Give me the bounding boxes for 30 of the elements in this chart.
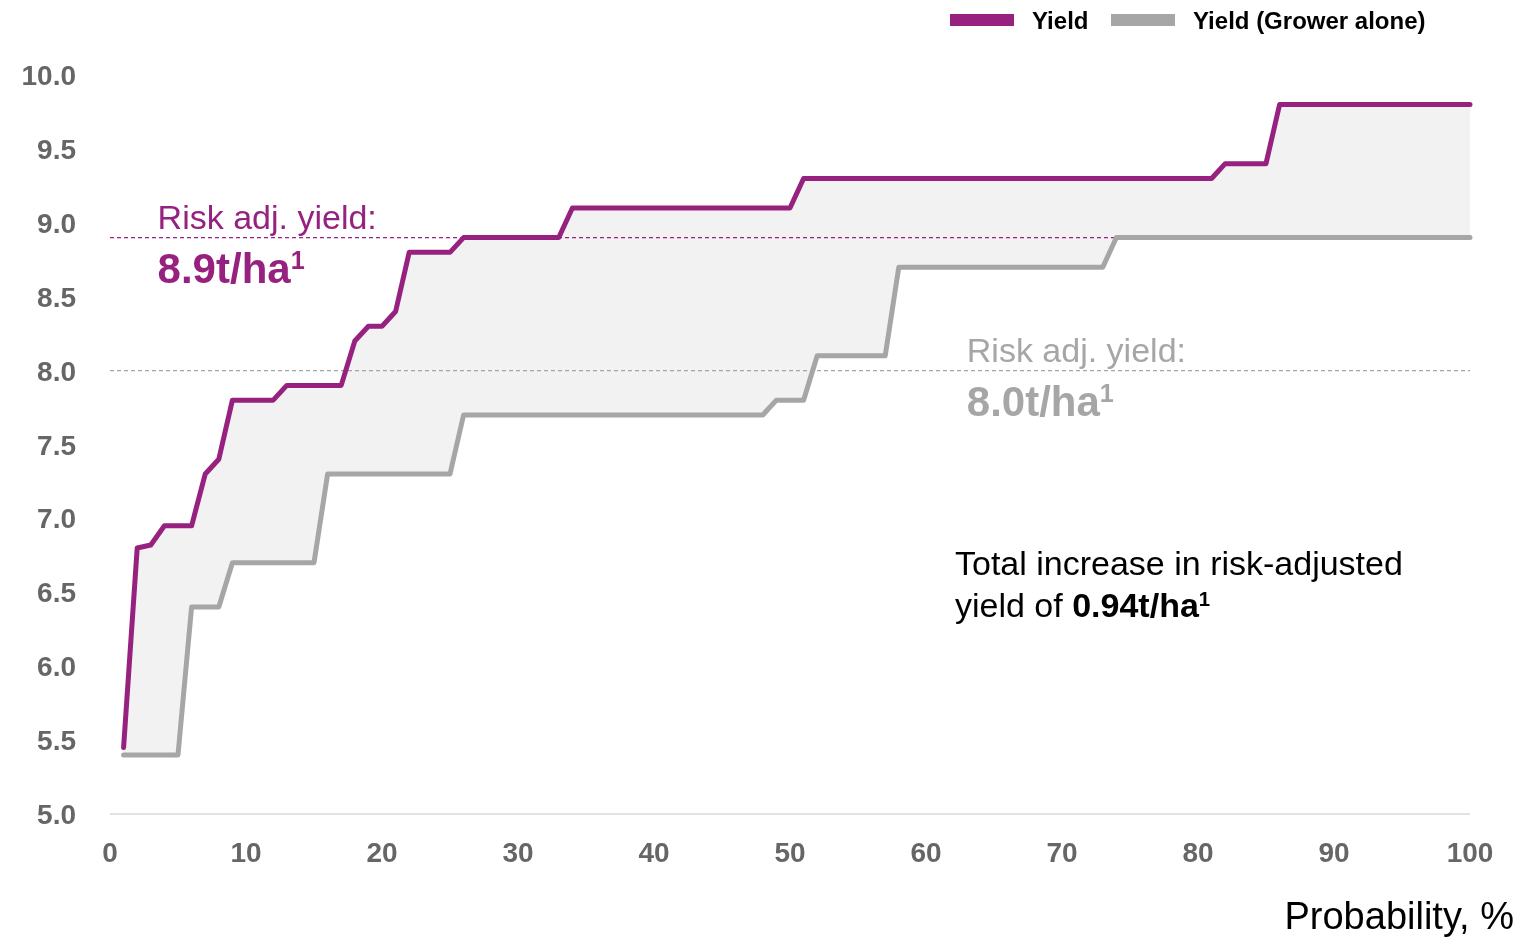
legend-label: Yield (Grower alone) [1193,7,1426,34]
x-tick-label: 0 [102,837,118,868]
y-tick-label: 7.0 [37,503,76,535]
x-tick-label: 40 [638,837,670,868]
y-tick-label: 5.0 [37,799,76,830]
x-axis-title: Probability, % [1284,895,1514,937]
x-tick-label: 100 [1446,837,1494,868]
y-tick-label: 7.5 [37,429,76,461]
x-tick-label: 20 [366,837,398,868]
x-tick-label: 50 [774,837,806,868]
legend-label: Yield [1032,7,1089,34]
y-tick-label: 9.0 [37,207,76,239]
annotation: 8.0t/ha$^{1}$ [966,377,1114,425]
y-tick-label: 9.5 [37,133,76,165]
y-tick-label: 8.0 [37,355,76,387]
x-tick-label: 70 [1046,837,1078,868]
x-tick-label: 80 [1182,837,1214,868]
annotation: Total increase in risk-adjusted yield of 0.94t/ha$^{1}$ [955,544,1403,624]
x-tick-label: 90 [1318,837,1350,868]
ref-line-label: Risk adj. yield: [966,330,1186,369]
x-tick-label: 60 [910,837,942,868]
y-tick-label: 10.0 [21,60,76,91]
y-tick-label: 6.0 [37,651,76,683]
x-tick-label: 10 [230,837,262,868]
y-tick-label: 6.5 [37,577,76,609]
y-tick-label: 5.5 [37,725,76,757]
y-tick-label: 8.5 [37,281,76,313]
x-tick-label: 30 [502,837,534,868]
annotation: 8.9t/ha$^{1}$ [157,244,305,292]
ref-line-label: Risk adj. yield: [157,197,377,236]
